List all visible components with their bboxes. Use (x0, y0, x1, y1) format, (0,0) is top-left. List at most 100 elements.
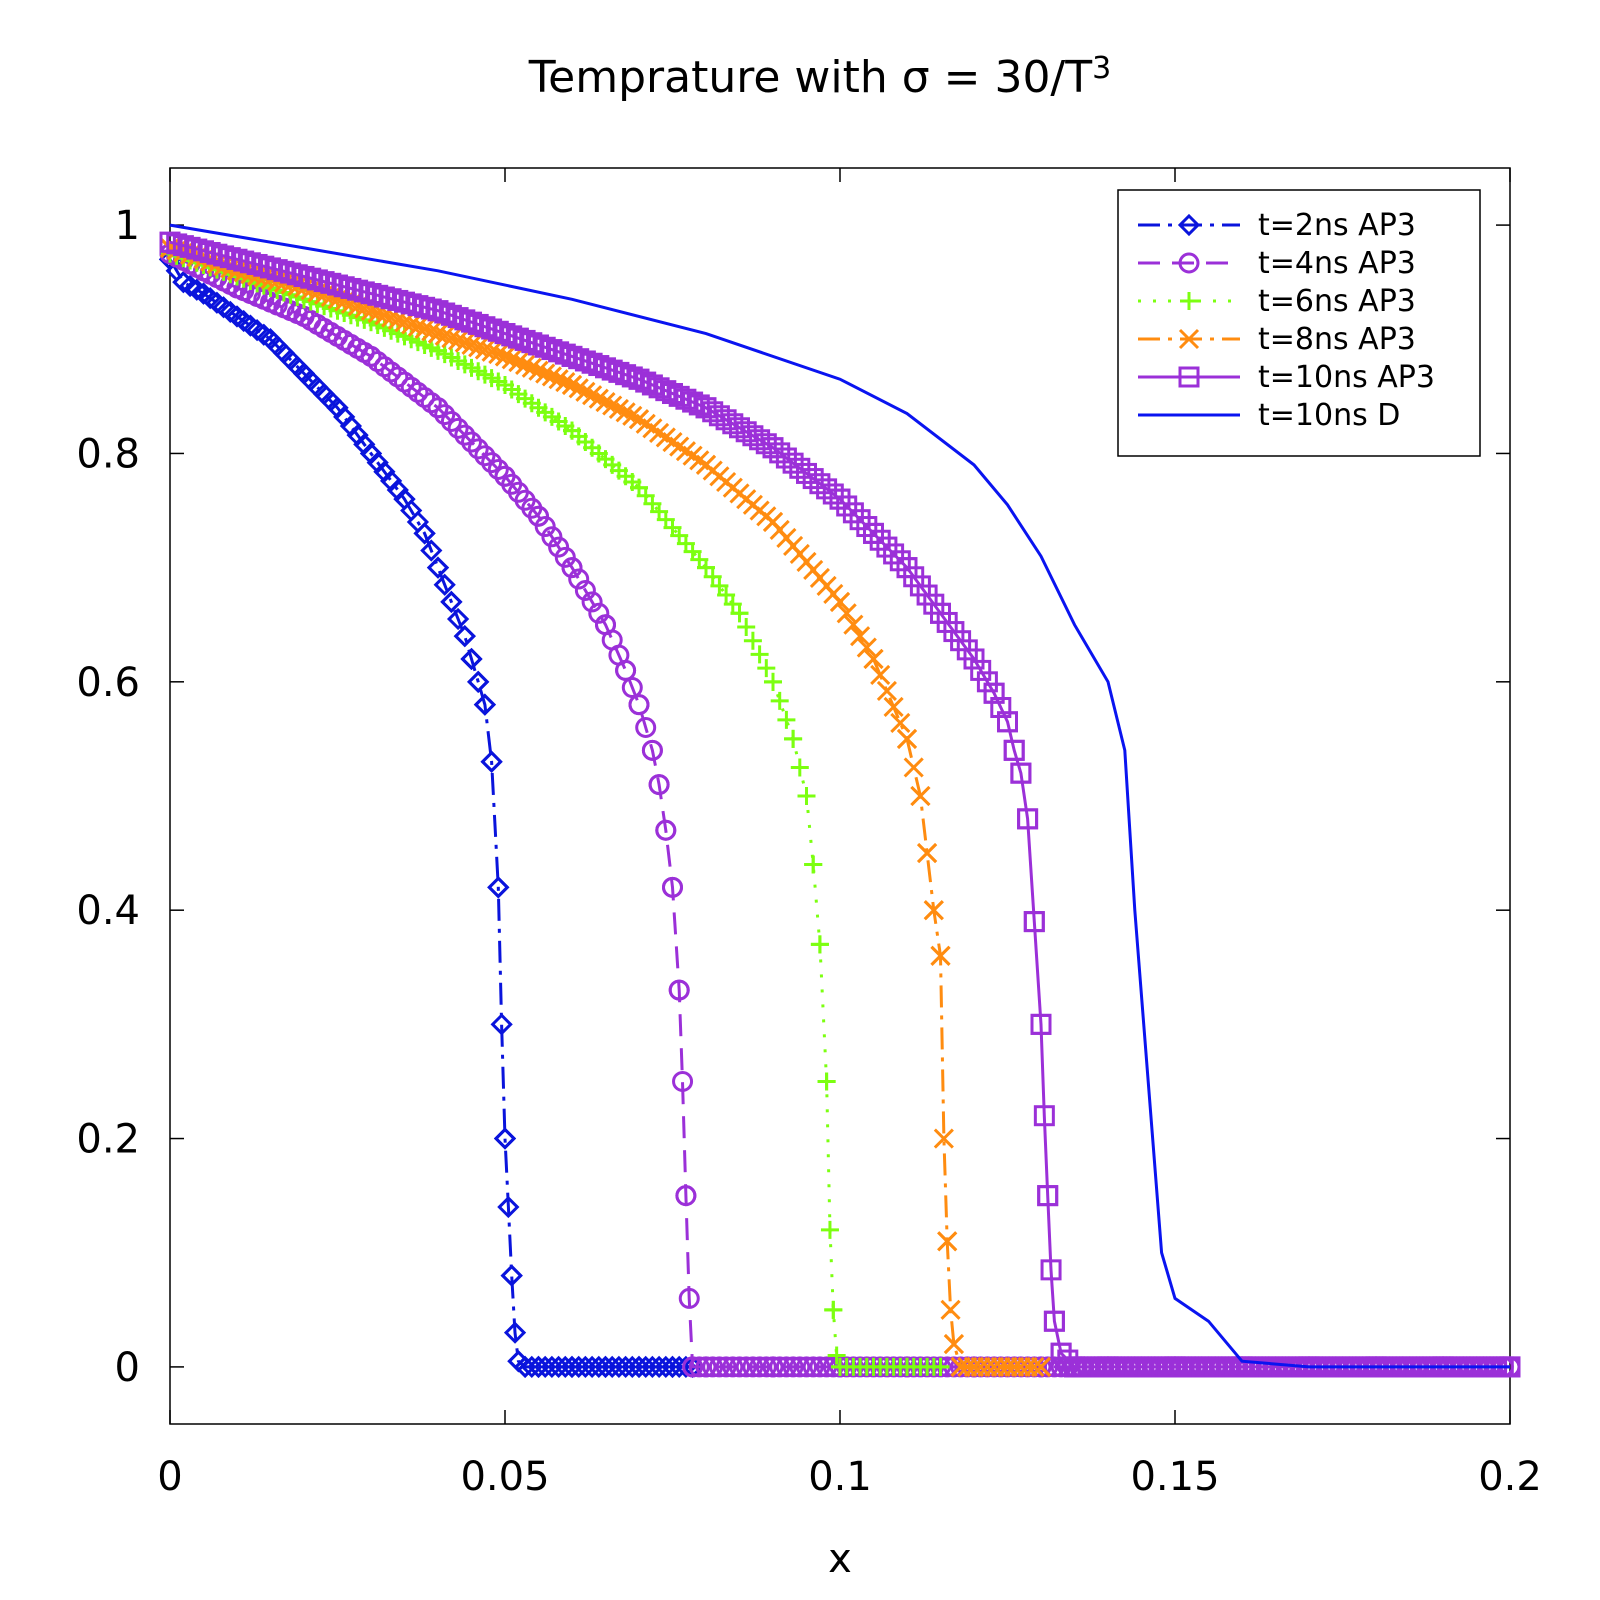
data-point (327, 274, 348, 296)
legend-marker (1178, 252, 1200, 274)
y-tick-label: 0.2 (76, 1117, 140, 1163)
data-point (890, 712, 911, 733)
data-point (159, 231, 181, 253)
data-point (769, 1356, 791, 1378)
data-point (508, 352, 529, 373)
data-point (480, 750, 503, 773)
data-point (970, 659, 992, 681)
data-point (313, 271, 335, 293)
data-point (843, 614, 864, 635)
data-point (876, 536, 898, 558)
data-point (997, 1356, 1018, 1377)
data-point (400, 293, 422, 315)
data-point (695, 397, 717, 419)
data-point (468, 337, 489, 358)
data-point (903, 757, 924, 778)
data-point (467, 438, 489, 460)
data-point (333, 276, 355, 298)
legend-entry: t=6ns AP3 (1138, 284, 1416, 319)
data-point (560, 1355, 584, 1379)
data-point (427, 397, 449, 419)
data-point (662, 876, 683, 898)
data-point (407, 295, 429, 317)
legend-entry: t=2ns AP3 (1138, 208, 1416, 243)
data-point (923, 900, 944, 921)
data-point (172, 271, 195, 294)
y-tick-label: 0.4 (76, 888, 140, 934)
data-point (481, 341, 502, 362)
data-point (641, 374, 663, 396)
data-point (548, 536, 570, 558)
data-point (1064, 1356, 1085, 1378)
data-point (789, 1356, 811, 1378)
data-point (594, 1355, 617, 1379)
data-point (615, 659, 637, 681)
data-point (1043, 1310, 1065, 1332)
data-point (193, 240, 214, 262)
legend-entry: t=8ns AP3 (1138, 322, 1416, 357)
data-point (434, 302, 456, 324)
data-point (333, 405, 356, 429)
series-line (169, 223, 1510, 1369)
data-point (810, 935, 829, 954)
data-point (199, 241, 221, 263)
data-point (917, 843, 938, 864)
data-point (447, 307, 469, 329)
data-point (481, 452, 503, 474)
title-superscript: 3 (1092, 51, 1111, 86)
data-point (1010, 762, 1032, 784)
data-point (688, 394, 710, 416)
y-tick-labels: 0 0.2 0.4 0.6 0.8 1 (76, 203, 140, 1391)
data-point (440, 410, 462, 432)
data-point (233, 250, 255, 272)
data-point (675, 1185, 697, 1207)
data-point (621, 366, 643, 388)
data-point (796, 1356, 817, 1378)
data-point (863, 648, 884, 670)
data-point (661, 1355, 684, 1379)
x-tick-label: 0.1 (808, 1454, 872, 1500)
data-point (729, 1356, 750, 1378)
data-point (259, 328, 282, 351)
data-point (775, 1356, 797, 1378)
data-point (1057, 1349, 1079, 1371)
data-point (446, 607, 470, 631)
legend-entry: t=10ns D (1138, 398, 1400, 433)
data-point (608, 361, 630, 383)
data-point (662, 383, 683, 405)
data-point (802, 1356, 824, 1378)
data-point (804, 855, 823, 874)
data-point (842, 502, 864, 524)
data-point (983, 682, 1005, 704)
legend-marker (1178, 328, 1200, 350)
data-point (675, 388, 697, 410)
data-point (339, 414, 363, 438)
data-point (856, 637, 877, 658)
data-point (742, 1356, 764, 1378)
data-point (827, 1346, 846, 1365)
data-point (722, 1356, 744, 1378)
data-point (1043, 1356, 1065, 1378)
data-point (1097, 1356, 1119, 1378)
data-point (641, 739, 663, 761)
data-point (695, 1356, 717, 1378)
data-point (434, 325, 455, 346)
data-point (461, 334, 482, 356)
data-point (581, 591, 603, 613)
data-point (474, 445, 496, 467)
data-point (454, 424, 476, 446)
data-point (186, 238, 208, 260)
data-point (601, 359, 623, 381)
data-point (359, 442, 383, 465)
data-point (863, 522, 884, 544)
data-point (487, 320, 509, 342)
data-point (762, 1356, 784, 1378)
data-point (595, 614, 616, 636)
data-point (555, 372, 576, 393)
data-point (487, 458, 509, 480)
data-point (366, 451, 389, 474)
data-point (541, 366, 562, 387)
data-point (628, 694, 650, 716)
data-point (870, 664, 891, 686)
